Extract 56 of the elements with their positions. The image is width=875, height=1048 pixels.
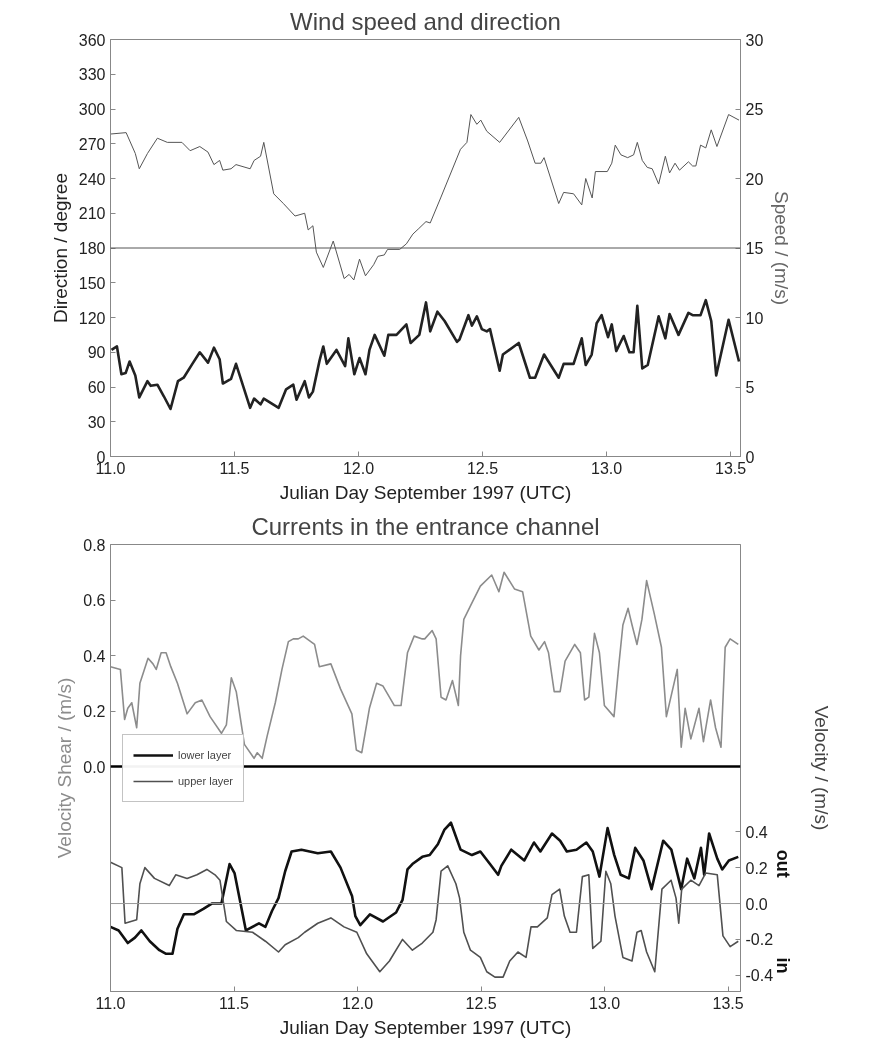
y-tick-label: 0.4 bbox=[83, 647, 106, 665]
x-tick-label: 12.0 bbox=[342, 459, 375, 477]
x-tick-label: 13.0 bbox=[590, 459, 623, 477]
y2-tick-label: 5 bbox=[745, 379, 755, 396]
y-tick-label: 360 bbox=[78, 31, 106, 49]
chart-title: Wind speed and direction bbox=[290, 7, 561, 35]
x-axis-title: Julian Day September 1997 (UTC) bbox=[279, 1016, 572, 1038]
text: in bbox=[772, 957, 793, 974]
y2-tick-label: 25 bbox=[745, 101, 764, 118]
x-tick-label: 12.0 bbox=[341, 994, 374, 1012]
y-tick-label: 240 bbox=[78, 170, 106, 188]
y2-tick-label: 0.0 bbox=[745, 895, 768, 913]
y2-tick-label: 0.4 bbox=[745, 823, 768, 841]
x-tick-label: 12.5 bbox=[466, 459, 499, 477]
y-tick-label: 30 bbox=[87, 413, 106, 431]
y-tick-label: 210 bbox=[78, 205, 106, 223]
y-tick-label: 270 bbox=[78, 135, 106, 153]
y2-tick-label: 30 bbox=[745, 31, 764, 49]
y-axis-title: Direction / degree bbox=[49, 173, 71, 323]
x-tick-label: 12.5 bbox=[465, 994, 497, 1012]
y-tick-label: 330 bbox=[78, 66, 106, 84]
y-tick-label: 0.6 bbox=[83, 592, 106, 610]
y2-tick-label: 0 bbox=[745, 448, 755, 466]
y-tick-label: 0.2 bbox=[83, 703, 106, 721]
y2-tick-label: 15 bbox=[745, 240, 764, 257]
y2-axis-title: Velocity / (m/s) bbox=[810, 705, 832, 831]
y2-tick-label: 10 bbox=[745, 309, 764, 327]
line-series bbox=[110, 298, 741, 411]
legend-label: upper layer bbox=[178, 774, 234, 787]
y-tick-label: 90 bbox=[87, 344, 106, 362]
x-axis-title: Julian Day September 1997 (UTC) bbox=[279, 481, 572, 503]
x-tick-label: 11.5 bbox=[219, 994, 250, 1012]
y-tick-label: 0.8 bbox=[83, 536, 106, 554]
x-tick-label: 11.5 bbox=[219, 459, 250, 477]
y2-tick-label: -0.2 bbox=[745, 931, 774, 949]
x-tick-label: 11.0 bbox=[95, 994, 126, 1012]
x-tick-label: 13.5 bbox=[715, 459, 747, 477]
legend-label: lower layer bbox=[178, 748, 232, 761]
y2-tick-label: 20 bbox=[745, 170, 764, 188]
y-tick-label: 0.0 bbox=[83, 758, 106, 776]
line-series bbox=[110, 861, 740, 978]
y-tick-label: 60 bbox=[87, 379, 106, 396]
y2-tick-label: 0.2 bbox=[745, 859, 768, 877]
y2-axis-title: Speed / (m/s) bbox=[771, 190, 793, 306]
y2-tick-label: -0.4 bbox=[745, 967, 774, 985]
line-series bbox=[110, 821, 740, 956]
y-axis-title: Velocity Shear / (m/s) bbox=[54, 677, 76, 859]
y-tick-label: 300 bbox=[78, 101, 106, 118]
chart-title: Currents in the entrance channel bbox=[251, 512, 600, 540]
y-tick-label: 120 bbox=[78, 309, 106, 327]
y-tick-label: 180 bbox=[78, 240, 106, 257]
line-series bbox=[110, 114, 740, 281]
text: out bbox=[772, 849, 793, 878]
x-tick-label: 13.0 bbox=[589, 994, 621, 1012]
y-tick-label: 150 bbox=[78, 274, 106, 292]
x-tick-label: 13.5 bbox=[712, 994, 744, 1012]
